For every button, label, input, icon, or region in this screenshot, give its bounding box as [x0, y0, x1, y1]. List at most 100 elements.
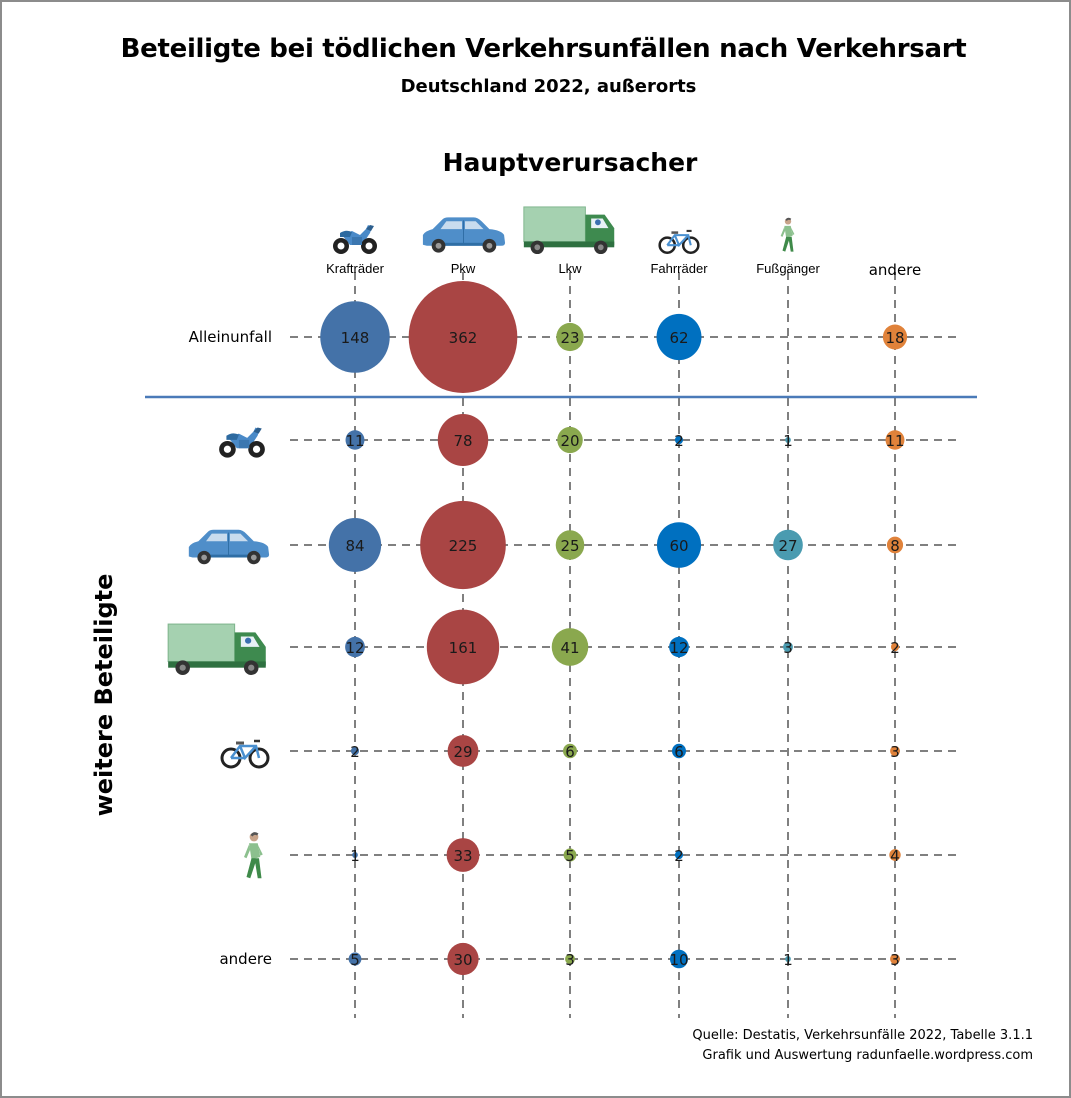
bubble: [656, 313, 702, 361]
bubble-value-label: 8: [890, 537, 900, 555]
bubble-value-label: 27: [778, 537, 797, 555]
bubble-value-label: 2: [890, 639, 900, 657]
bubble: [408, 281, 518, 393]
column-label: Fußgänger: [756, 261, 820, 276]
bubble-value-label: 60: [669, 537, 688, 555]
column-label: Fahrräder: [650, 261, 708, 276]
bubble-value-label: 5: [565, 847, 575, 865]
bubble: [447, 735, 479, 767]
bubble: [669, 949, 689, 969]
chart-title: Beteiligte bei tödlichen Verkehrsunfälle…: [120, 34, 967, 64]
bubble: [563, 848, 577, 862]
pedestrian-icon: [779, 217, 796, 253]
chart-subtitle: Deutschland 2022, außerorts: [400, 76, 697, 97]
column-headers: Krafträder Pkw Lkw Fahrräder Fußgänger andere: [326, 206, 922, 279]
bubble: [437, 414, 489, 466]
bubble: [345, 430, 365, 450]
bubble: [885, 430, 905, 450]
bubble-value-label: 1: [783, 432, 793, 450]
bubble-value-label: 18: [885, 329, 904, 347]
bubble-value-label: 25: [560, 537, 579, 555]
row-label: Alleinunfall: [189, 328, 272, 346]
bubble: [785, 437, 791, 443]
bubble-value-label: 6: [565, 743, 575, 761]
source-line-2: Grafik und Auswertung radunfaelle.wordpr…: [702, 1048, 1033, 1063]
bubble-value-label: 148: [341, 329, 370, 347]
bubble: [426, 609, 500, 685]
bubble-value-label: 62: [669, 329, 688, 347]
bubble-value-label: 33: [453, 847, 472, 865]
bubble-value-label: 3: [565, 951, 575, 969]
bubble: [783, 641, 793, 653]
bubble-value-label: 5: [350, 951, 360, 969]
source-note: Quelle: Destatis, Verkehrsunfälle 2022, …: [692, 1026, 1033, 1066]
bubble: [555, 530, 585, 560]
bubble-value-label: 11: [345, 432, 364, 450]
bubble: [350, 746, 360, 756]
row-truck-icon: [167, 623, 267, 676]
row-car-icon: [188, 529, 270, 565]
bubble-value-label: 2: [674, 847, 684, 865]
column-label: Lkw: [558, 261, 582, 276]
bubble: [890, 642, 900, 652]
bubble: [889, 849, 901, 861]
bubble-value-label: 12: [345, 639, 364, 657]
bubble-value-label: 29: [453, 743, 472, 761]
bubble: [890, 745, 900, 757]
bubble-value-label: 1: [350, 847, 360, 865]
bubble-value-label: 84: [345, 537, 364, 555]
bubble-value-label: 4: [890, 847, 900, 865]
bubble: [773, 529, 803, 561]
source-line-1: Quelle: Destatis, Verkehrsunfälle 2022, …: [692, 1028, 1033, 1043]
bubble: [328, 518, 382, 572]
bubble: [320, 301, 390, 373]
bubble: [446, 838, 480, 872]
row-motorcycle-icon: [219, 427, 265, 458]
row-pedestrian-icon: [242, 832, 264, 880]
bubble: [345, 636, 365, 658]
bubble-value-label: 3: [783, 639, 793, 657]
bubble-value-label: 2: [350, 743, 360, 761]
bubble-value-label: 225: [449, 537, 478, 555]
bubble-value-label: 3: [890, 743, 900, 761]
bubble: [565, 953, 575, 965]
bubble-value-label: 20: [560, 432, 579, 450]
column-label: Pkw: [451, 261, 476, 276]
bubble-value-label: 11: [885, 432, 904, 450]
bubble: [674, 435, 684, 445]
bubble-value-label: 30: [453, 951, 472, 969]
car-icon: [422, 216, 506, 254]
bubble-value-label: 6: [674, 743, 684, 761]
row-label: andere: [219, 950, 272, 968]
bubble: [674, 850, 684, 860]
bubble-value-label: 41: [560, 639, 579, 657]
bubble: [672, 743, 686, 759]
x-axis-title: Hauptverursacher: [442, 148, 698, 177]
bubble: [669, 636, 689, 658]
column-label: andere: [869, 261, 922, 279]
truck-icon: [523, 206, 615, 255]
row-headers: Alleinunfall andere: [167, 328, 272, 968]
bubble: [447, 942, 479, 976]
bubble-value-label: 3: [890, 951, 900, 969]
column-label: Krafträder: [326, 261, 384, 276]
bubble: [557, 426, 583, 454]
bubble: [348, 952, 362, 966]
bubble-value-label: 362: [449, 329, 478, 347]
bubble-value-label: 2: [674, 432, 684, 450]
bubble: [882, 324, 908, 350]
bicycle-icon: [658, 229, 700, 255]
bubble-value-label: 1: [783, 951, 793, 969]
motorcycle-icon: [333, 225, 377, 254]
bubble: [890, 953, 900, 965]
bubble-value-label: 78: [453, 432, 472, 450]
bubble-value-label: 23: [560, 329, 579, 347]
bubble: [551, 628, 589, 666]
bubble: [352, 852, 358, 858]
row-bicycle-icon: [220, 739, 270, 769]
bubble: [656, 522, 702, 568]
bubble-value-label: 161: [449, 639, 478, 657]
bubble-value-label: 10: [669, 951, 688, 969]
